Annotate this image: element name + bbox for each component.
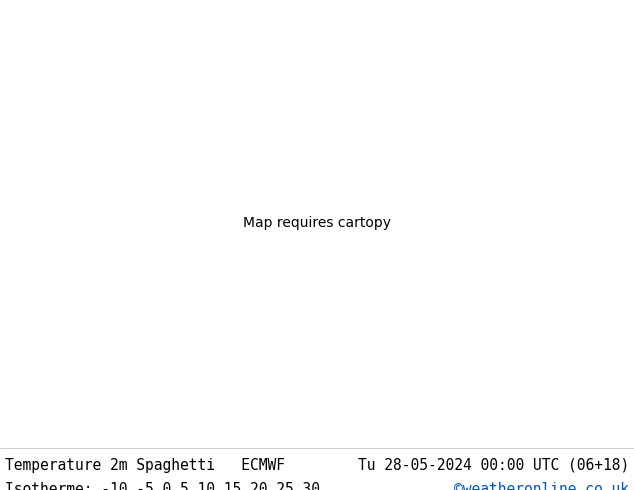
Text: Tu 28-05-2024 00:00 UTC (06+18): Tu 28-05-2024 00:00 UTC (06+18) — [358, 458, 629, 473]
Text: ©weatheronline.co.uk: ©weatheronline.co.uk — [454, 482, 629, 490]
Text: Map requires cartopy: Map requires cartopy — [243, 217, 391, 230]
Text: Temperature 2m Spaghetti   ECMWF: Temperature 2m Spaghetti ECMWF — [5, 458, 285, 473]
Text: Isotherme: -10 -5 0 5 10 15 20 25 30: Isotherme: -10 -5 0 5 10 15 20 25 30 — [5, 482, 320, 490]
